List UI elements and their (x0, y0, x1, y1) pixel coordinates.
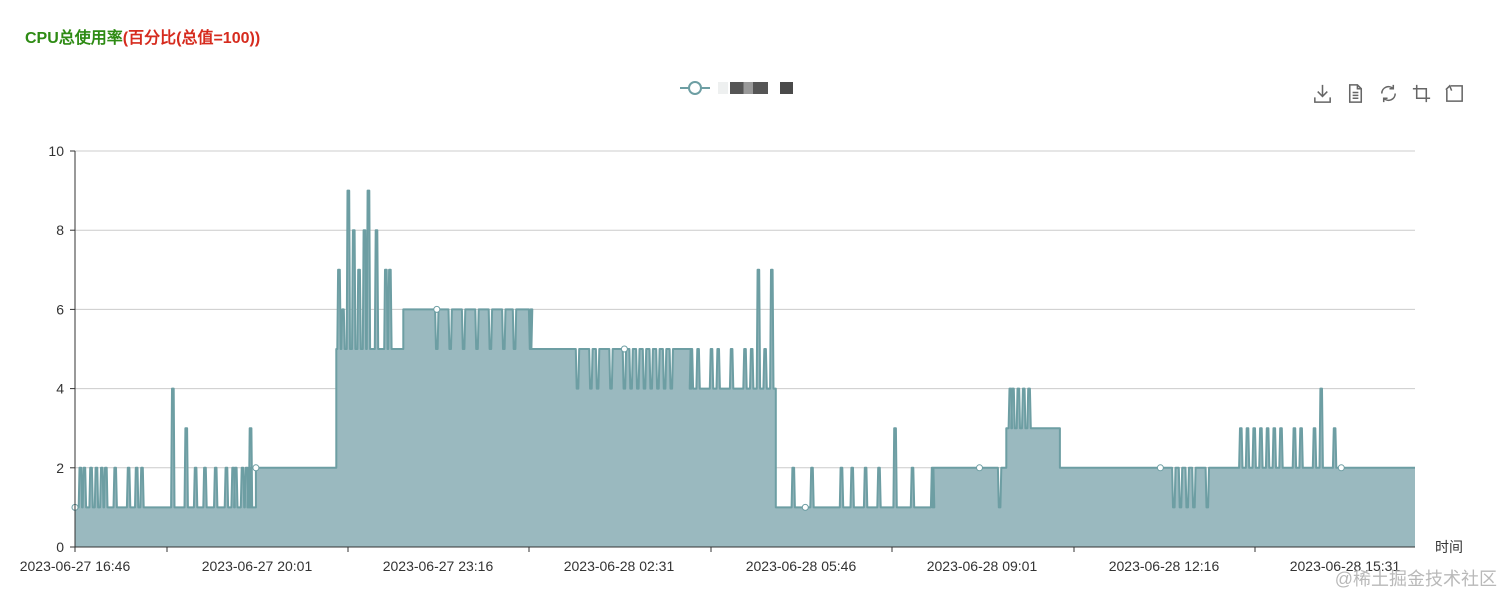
toolbox (1311, 82, 1466, 105)
y-tick-label: 6 (56, 301, 64, 317)
series-point (1337, 464, 1345, 472)
y-tick-label: 8 (56, 222, 64, 238)
x-tick-label: 2023-06-27 20:01 (202, 558, 313, 574)
watermark: @稀土掘金技术社区 (1334, 569, 1497, 589)
series-area (75, 190, 1415, 547)
series-point (252, 464, 260, 472)
series-point (620, 345, 628, 353)
series-point (433, 305, 441, 313)
y-tick-label: 4 (56, 381, 64, 397)
legend[interactable] (680, 78, 793, 98)
chart-title-sub: (百分比(总值=100)) (122, 30, 261, 47)
legend-label-redacted (718, 82, 728, 94)
y-tick-label: 0 (56, 539, 64, 555)
x-tick-label: 2023-06-27 16:46 (20, 558, 131, 574)
data-view-icon[interactable] (1344, 82, 1367, 105)
x-tick-label: 2023-06-28 15:31 (1290, 558, 1401, 574)
x-tick-label: 2023-06-27 23:16 (383, 558, 494, 574)
legend-line-circle-icon (680, 81, 710, 95)
series-point (1156, 464, 1164, 472)
x-tick-label: 2023-06-28 09:01 (927, 558, 1038, 574)
zoom-icon[interactable] (1410, 82, 1433, 105)
legend-label-redacted (780, 82, 793, 94)
y-axis: 0 2 4 6 8 10 (48, 143, 64, 555)
download-icon[interactable] (1311, 82, 1334, 105)
series-point (976, 464, 983, 472)
x-tick-label: 2023-06-28 05:46 (746, 558, 857, 574)
axes (70, 150, 1415, 552)
series-line (75, 189, 1415, 509)
legend-label-redacted (730, 82, 768, 94)
zoom-reset-icon[interactable] (1443, 82, 1466, 105)
series-point (801, 503, 809, 511)
x-tick-label: 2023-06-28 12:16 (1109, 558, 1220, 574)
series-points (71, 305, 1345, 511)
x-axis-label: 时间 (1435, 539, 1463, 555)
y-tick-label: 2 (56, 460, 64, 476)
chart-title: CPU总使用率(百分比(总值=100)) (25, 24, 260, 48)
x-axis: 2023-06-27 16:46 2023-06-27 20:01 2023-06-… (20, 558, 1401, 574)
y-tick-label: 10 (48, 143, 64, 159)
x-tick-label: 2023-06-28 02:31 (564, 558, 675, 574)
chart-title-main: CPU总使用率 (25, 30, 123, 47)
refresh-icon[interactable] (1377, 82, 1400, 105)
